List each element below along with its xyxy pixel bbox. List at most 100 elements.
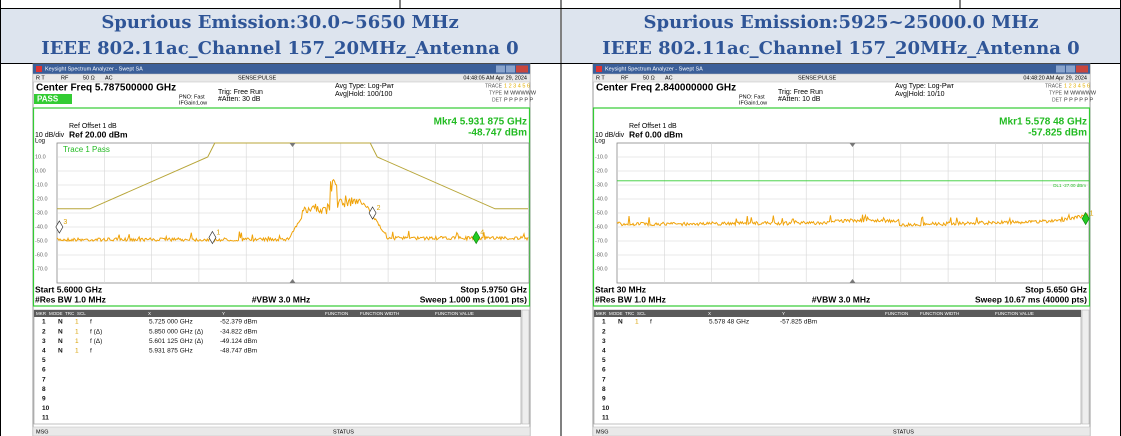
table-cell: -57.825 dBm xyxy=(780,319,817,326)
column-header: FUNCTION WIDTH xyxy=(920,311,959,316)
ref-offset: Ref Offset 1 dB xyxy=(629,123,677,130)
table-cell: f xyxy=(650,319,652,326)
y-tick-label: -60.0 xyxy=(35,252,48,258)
table-cell: 7 xyxy=(602,376,606,383)
table-cell: 1 xyxy=(75,338,79,345)
header-cell xyxy=(562,9,1120,63)
window-button xyxy=(496,65,505,73)
y-tick-label: -30.0 xyxy=(595,182,608,188)
window-title: Keysight Spectrum Analyzer - Swept SA xyxy=(605,66,703,72)
ref-level: Ref 20.00 dBm xyxy=(69,129,128,139)
table-cell: 5 xyxy=(602,357,606,364)
table-cell: 5 xyxy=(42,357,46,364)
toolbar-item: 50 Ω xyxy=(643,75,655,81)
table-cell: 8 xyxy=(42,386,46,393)
rbw: #Res BW 1.0 MHz xyxy=(595,294,666,304)
trace-info: 1 2 3 4 5 6 xyxy=(504,83,530,89)
y-tick-label: -30.0 xyxy=(35,210,48,216)
table-cell: 3 xyxy=(602,338,606,345)
app-icon xyxy=(596,66,602,72)
footer-bar xyxy=(32,426,531,436)
footer-msg: MSG xyxy=(596,429,609,435)
table-cell: 1 xyxy=(75,328,79,335)
marker-readout: -48.747 dBm xyxy=(468,128,527,139)
y-tick-label: -10.0 xyxy=(595,154,608,160)
log: Log xyxy=(35,139,45,145)
heading: IEEE 802.11ac_Channel 157_20MHz_Antenna … xyxy=(41,38,518,59)
table-cell: 9 xyxy=(42,396,46,403)
header-cell xyxy=(1,9,560,63)
setting: PNO: Fast xyxy=(739,94,765,100)
marker-table xyxy=(33,309,522,425)
timestamp: 04:48:05 AM Apr 29, 2024 xyxy=(463,75,527,81)
table-cell: 2 xyxy=(42,328,46,335)
table-cell: 5.850 000 GHz (Δ) xyxy=(149,328,203,335)
table-cell: 1 xyxy=(602,319,606,326)
title-bar xyxy=(593,64,1090,74)
table-cell: 6 xyxy=(602,367,606,374)
start-freq: Start 30 MHz xyxy=(595,284,646,294)
footer-msg: MSG xyxy=(36,429,49,435)
table-cell: 4 xyxy=(602,348,606,355)
app-icon xyxy=(36,66,42,72)
window-button xyxy=(1066,65,1075,73)
heading: Spurious Emission:5925~25000.0 MHz xyxy=(644,12,1039,33)
table-cell: f (Δ) xyxy=(90,328,102,335)
column-header: X xyxy=(148,311,151,316)
column-header: FUNCTION WIDTH xyxy=(360,311,399,316)
column-header: X xyxy=(708,311,711,316)
rbw: #Res BW 1.0 MHz xyxy=(35,294,106,304)
close-button xyxy=(1076,65,1088,73)
y-tick-label: 0.00 xyxy=(35,168,46,174)
column-header: SCL xyxy=(77,311,86,316)
y-tick-label: -80.0 xyxy=(595,252,608,258)
sweep: Sweep 10.67 ms (40000 pts) xyxy=(975,294,1087,304)
footer-bar xyxy=(592,426,1091,436)
table-cell: N xyxy=(58,328,63,335)
scale: 10 dB/div xyxy=(595,132,625,139)
toolbar xyxy=(32,73,531,83)
trace-info-label: DET xyxy=(492,97,502,103)
trace-info-label: DET xyxy=(1052,97,1062,103)
marker-readout: Mkr4 5.931 875 GHz xyxy=(434,117,527,128)
analyzer-screenshot: Keysight Spectrum Analyzer - Swept SAR T… xyxy=(32,63,537,436)
setting: #Atten: 30 dB xyxy=(218,96,261,103)
toolbar-item: 50 Ω xyxy=(83,75,95,81)
marker-readout: -57.825 dBm xyxy=(1028,128,1087,139)
marker xyxy=(1081,211,1090,226)
y-tick-label: -40.0 xyxy=(35,224,48,230)
table-cell: -34.822 dBm xyxy=(220,328,257,335)
table-cell: -49.124 dBm xyxy=(220,338,257,345)
toolbar-item: RF xyxy=(61,75,69,81)
table-cell: -48.747 dBm xyxy=(220,348,257,355)
setting: Avg Type: Log-Pwr xyxy=(335,83,395,90)
table-header xyxy=(34,310,521,317)
table-cell: N xyxy=(618,319,623,326)
sweep: Sweep 1.000 ms (1001 pts) xyxy=(420,294,527,304)
toolbar-item: AC xyxy=(665,75,673,81)
trace-info-label: TRACE xyxy=(1045,83,1063,89)
marker-number: 2 xyxy=(377,205,381,212)
y-tick-label: -20.0 xyxy=(595,168,608,174)
column-header: TRC xyxy=(65,311,75,316)
table-cell: 5.931 875 GHz xyxy=(149,348,193,355)
column-header: FUNCTION VALUE xyxy=(435,311,474,316)
trace xyxy=(616,212,1089,228)
y-tick-label: -40.0 xyxy=(595,196,608,202)
y-tick-label: -70.0 xyxy=(35,266,48,272)
trace-info: P P P P P P xyxy=(1064,97,1093,103)
table-cell: f xyxy=(90,319,92,326)
trace-info: 1 2 3 4 5 6 xyxy=(1064,83,1090,89)
marker-table xyxy=(593,309,1082,425)
trace-info: P P P P P P xyxy=(504,97,533,103)
trace-info-label: TYPE xyxy=(1049,90,1063,96)
table-cell: -52.379 dBm xyxy=(220,319,257,326)
table-cell: 8 xyxy=(602,386,606,393)
column-header: MODE xyxy=(609,311,623,316)
log: Log xyxy=(595,139,605,145)
setting: Trig: Free Run xyxy=(218,89,263,96)
toolbar xyxy=(592,73,1091,83)
setting: PNO: Fast xyxy=(179,94,205,100)
